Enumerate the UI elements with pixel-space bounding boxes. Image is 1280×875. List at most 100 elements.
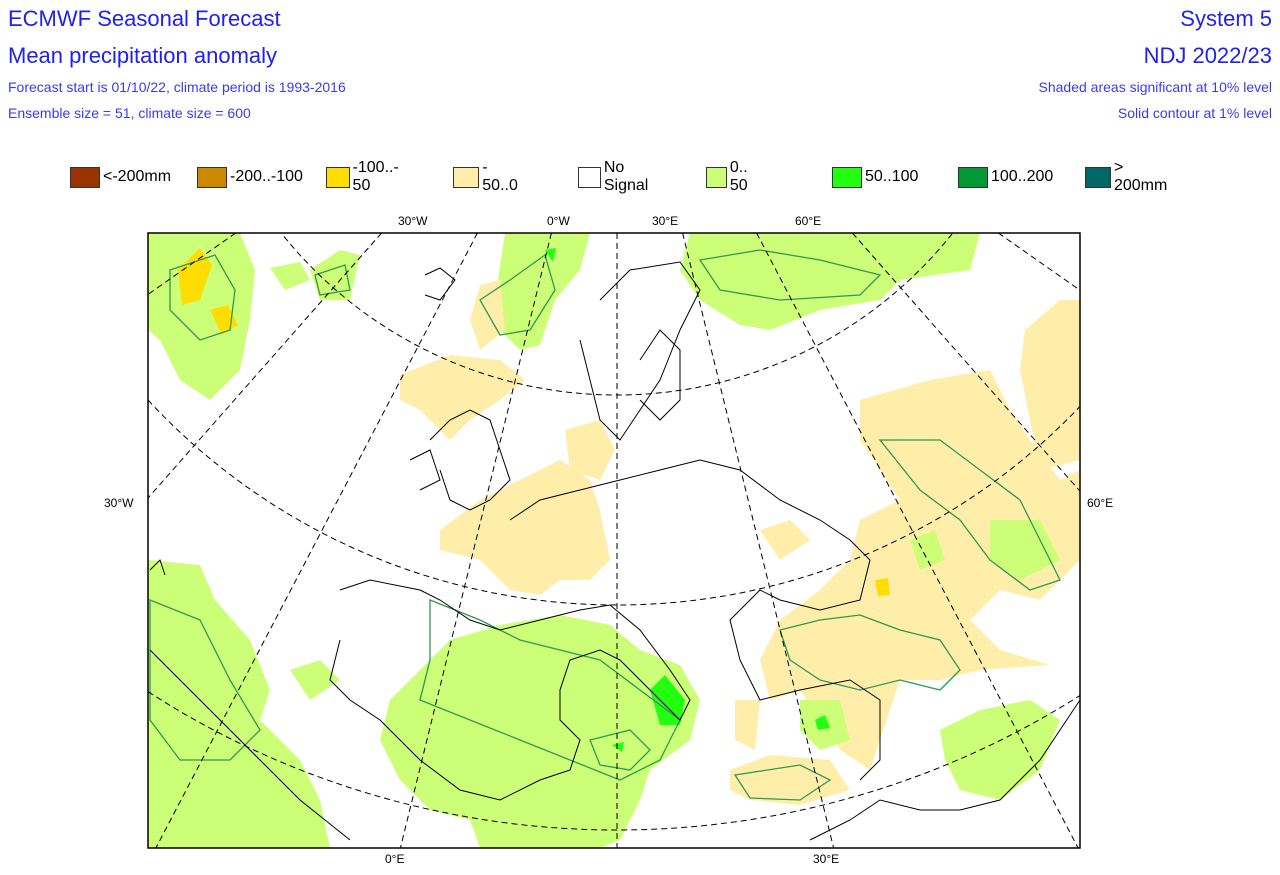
ensemble-info: Ensemble size = 51, climate size = 600 bbox=[8, 105, 251, 121]
anomaly-region bbox=[440, 460, 610, 595]
anomaly-region bbox=[270, 262, 310, 290]
lon-label-top: 0°W bbox=[547, 214, 570, 228]
anomaly-region bbox=[612, 742, 624, 752]
forecast-info: Forecast start is 01/10/22, climate peri… bbox=[8, 79, 346, 95]
anomaly-region bbox=[495, 233, 590, 350]
legend-label: 50..100 bbox=[865, 168, 919, 185]
anomaly-region bbox=[310, 250, 360, 300]
legend-item: No Signal bbox=[578, 159, 655, 194]
anomaly-region bbox=[940, 700, 1060, 800]
legend-item: 50..100 bbox=[832, 165, 918, 189]
anomaly-region bbox=[380, 615, 700, 848]
parallel-line bbox=[148, 691, 1080, 831]
meridian-line bbox=[148, 233, 236, 295]
anomaly-region bbox=[400, 355, 525, 440]
anomaly-region bbox=[815, 715, 830, 730]
lon-label-bottom: 0°E bbox=[385, 852, 405, 866]
contour-line bbox=[779, 614, 961, 691]
meridian-line bbox=[998, 233, 1080, 291]
legend-label: 100..200 bbox=[991, 168, 1054, 185]
coastlines bbox=[149, 261, 1080, 841]
legend-item: - 50..0 bbox=[453, 159, 522, 194]
contour-line bbox=[878, 439, 1061, 591]
coastline bbox=[809, 699, 1080, 841]
legend-swatch bbox=[1085, 166, 1111, 188]
legend-swatch bbox=[706, 166, 727, 188]
legend-label: > 200mm bbox=[1113, 159, 1168, 194]
meridian-line bbox=[399, 233, 552, 848]
coastline bbox=[409, 449, 441, 491]
coastline bbox=[424, 267, 456, 301]
legend-swatch bbox=[326, 166, 350, 188]
system-label: System 5 bbox=[1180, 6, 1272, 31]
coastline bbox=[149, 559, 166, 576]
map-frame bbox=[147, 232, 1081, 849]
title: ECMWF Seasonal Forecast bbox=[8, 6, 281, 31]
coastline bbox=[579, 261, 701, 441]
legend-label: - 50..0 bbox=[482, 159, 518, 194]
legend-swatch bbox=[578, 166, 601, 188]
legend-swatch bbox=[958, 166, 988, 188]
contour-line bbox=[169, 254, 236, 341]
anomaly-region bbox=[565, 420, 615, 480]
coastline bbox=[639, 329, 681, 421]
anomaly-region bbox=[735, 700, 760, 750]
meridian-line bbox=[155, 233, 478, 848]
lon-label-top: 60°E bbox=[795, 214, 822, 228]
subtitle: Mean precipitation anomaly bbox=[8, 43, 278, 68]
anomaly-region bbox=[470, 280, 505, 350]
anomaly-region bbox=[178, 248, 212, 305]
contour-line bbox=[479, 253, 556, 336]
legend-label: 0.. 50 bbox=[729, 159, 748, 194]
contour-line bbox=[419, 599, 681, 781]
contour-line bbox=[733, 764, 832, 801]
meridian-line bbox=[756, 233, 1079, 848]
legend-swatch bbox=[70, 166, 100, 188]
legend-swatch bbox=[832, 166, 862, 188]
legend-item: > 200mm bbox=[1085, 159, 1171, 194]
lon-label-right: 60°E bbox=[1087, 496, 1114, 510]
legend-swatch bbox=[197, 166, 227, 188]
legend-label: -200..-100 bbox=[230, 168, 303, 185]
lon-label-top: 30°E bbox=[652, 214, 679, 228]
anomaly-region bbox=[760, 520, 810, 560]
period-label: NDJ 2022/23 bbox=[1143, 43, 1272, 68]
anomaly-region bbox=[875, 578, 890, 596]
legend-item: 100..200 bbox=[958, 165, 1053, 189]
anomaly-region bbox=[910, 530, 945, 570]
legend-swatch bbox=[453, 166, 480, 188]
coastline bbox=[429, 409, 511, 511]
coastline bbox=[149, 649, 351, 841]
graticule bbox=[148, 233, 1080, 848]
parallel-line bbox=[283, 233, 953, 396]
legend-item: <-200mm bbox=[70, 165, 171, 189]
significance-contours bbox=[149, 249, 1061, 801]
anomaly-region bbox=[148, 233, 255, 400]
legend-label: No Signal bbox=[603, 159, 649, 194]
legend-label: <-200mm bbox=[103, 168, 172, 185]
parallel-line bbox=[148, 399, 1080, 606]
lon-label-left: 30°W bbox=[104, 496, 134, 510]
meridian-line bbox=[682, 233, 835, 848]
anomaly-region bbox=[990, 520, 1060, 580]
anomaly-shading bbox=[148, 233, 1080, 848]
legend-item: 0.. 50 bbox=[706, 159, 757, 194]
anomaly-region bbox=[148, 560, 330, 848]
anomaly-region bbox=[1020, 300, 1080, 470]
contour-line bbox=[314, 264, 351, 296]
lon-label-bottom: 30°E bbox=[813, 852, 840, 866]
anomaly-region bbox=[680, 233, 980, 330]
meridian-line bbox=[852, 233, 1080, 492]
coastline bbox=[509, 459, 881, 781]
anomaly-region bbox=[545, 248, 556, 262]
legend-item: -200..-100 bbox=[197, 165, 303, 189]
anomaly-region bbox=[650, 675, 685, 725]
anomaly-region bbox=[730, 755, 850, 805]
contour-line bbox=[589, 729, 651, 771]
coastline bbox=[329, 579, 691, 801]
anomaly-region bbox=[290, 660, 340, 700]
legend-label: -100..- 50 bbox=[352, 159, 399, 194]
lon-label-top: 30°W bbox=[398, 214, 428, 228]
